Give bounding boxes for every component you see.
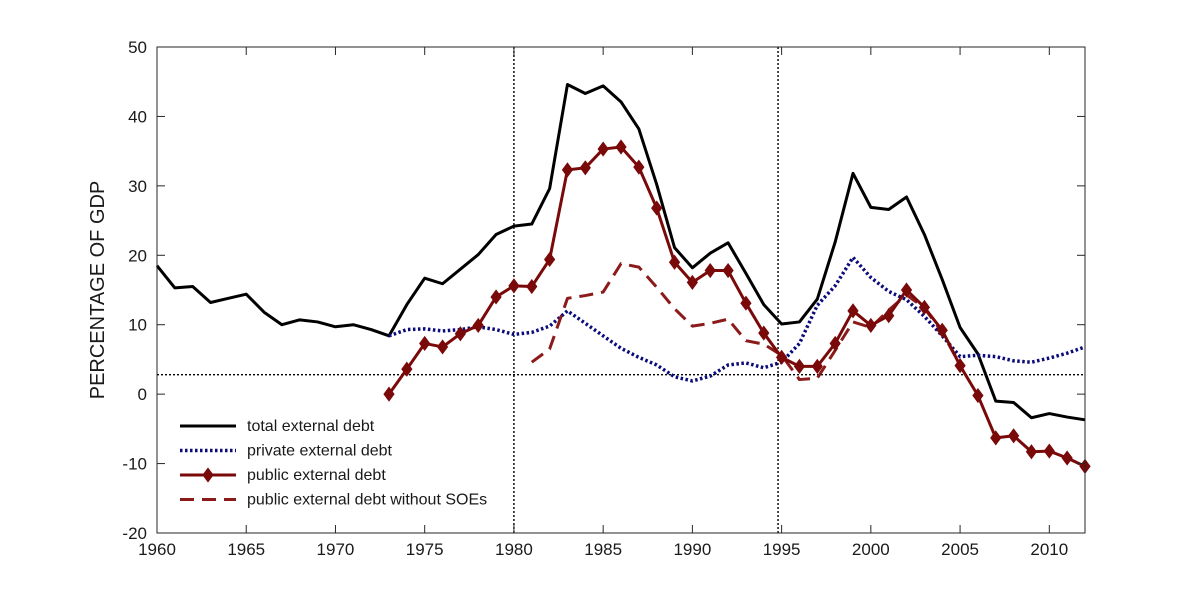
- x-tick-label: 1985: [584, 540, 622, 559]
- data-point-marker: [686, 274, 699, 290]
- data-point-marker: [436, 339, 449, 355]
- x-tick-label: 1970: [317, 540, 355, 559]
- y-tick-label: 0: [138, 385, 147, 404]
- data-point-marker: [954, 358, 966, 374]
- x-tick-label: 2000: [852, 540, 890, 559]
- data-point-marker: [1043, 443, 1055, 459]
- data-point-marker: [900, 282, 913, 298]
- legend-label: public external debt: [247, 467, 386, 484]
- data-point-marker: [401, 361, 413, 377]
- series-private-external-debt: [388, 255, 1086, 383]
- x-tick-label: 1975: [406, 540, 444, 559]
- legend-label: total external debt: [247, 418, 375, 435]
- series-line: [387, 145, 1086, 468]
- y-tick-label: 30: [128, 177, 147, 196]
- y-tick-label: -20: [122, 524, 147, 543]
- series-group: [155, 82, 1091, 474]
- data-point-marker: [811, 358, 823, 374]
- x-tick-label: 2010: [1030, 540, 1068, 559]
- data-point-marker: [829, 335, 841, 352]
- x-tick-label: 2005: [941, 540, 979, 559]
- data-point-marker: [651, 200, 663, 216]
- legend-item: total external debt: [180, 418, 375, 435]
- axis-ticks: 1960 1965 1970 1975 1980 1985 1990 1995 2000 2005…: [122, 38, 1085, 559]
- y-tick-label: 50: [128, 38, 147, 57]
- x-tick-label: 1990: [673, 540, 711, 559]
- y-tick-label: -10: [122, 455, 147, 474]
- data-point-marker: [1061, 450, 1073, 466]
- data-point-marker: [865, 317, 877, 333]
- data-point-marker: [758, 325, 770, 341]
- x-tick-label: 1980: [495, 540, 533, 559]
- data-point-marker: [543, 251, 556, 268]
- data-point-marker: [847, 303, 859, 319]
- plot-frame: [156, 46, 1086, 534]
- y-tick-label: 40: [128, 107, 147, 126]
- reference-lines: [157, 47, 1085, 533]
- y-axis-label: PERCENTAGE OF GDP: [87, 181, 109, 400]
- data-point-marker: [1025, 444, 1038, 460]
- data-point-marker: [990, 430, 1002, 446]
- data-point-marker: [472, 317, 484, 333]
- y-tick-label: 20: [128, 246, 147, 265]
- x-tick-label: 1960: [138, 540, 176, 559]
- data-point-marker: [383, 386, 395, 402]
- x-tick-label: 1965: [227, 540, 265, 559]
- data-point-marker: [740, 295, 752, 311]
- data-point-marker: [936, 322, 948, 338]
- data-point-marker: [668, 254, 681, 270]
- series-line: [155, 82, 1086, 422]
- legend-marker: [202, 467, 214, 483]
- data-point-marker: [579, 160, 591, 176]
- legend-item: public external debt: [180, 467, 386, 484]
- series-line: [530, 262, 962, 382]
- data-point-marker: [633, 159, 645, 175]
- data-point-marker: [722, 262, 734, 279]
- legend-label: public external debt without SOEs: [247, 492, 487, 509]
- data-point-marker: [454, 326, 467, 342]
- data-point-marker: [490, 289, 502, 305]
- data-point-marker: [775, 349, 788, 365]
- series-public-external-debt-without-SOEs: [530, 262, 962, 382]
- data-point-marker: [419, 335, 431, 352]
- data-point-marker: [704, 262, 716, 279]
- legend-label: private external debt: [247, 443, 393, 460]
- data-point-marker: [561, 162, 574, 178]
- data-point-marker: [793, 358, 806, 374]
- data-point-marker: [883, 308, 895, 324]
- data-point-marker: [615, 139, 627, 155]
- x-tick-label: 1995: [763, 540, 801, 559]
- series-line: [388, 255, 1086, 383]
- data-point-marker: [508, 278, 520, 294]
- series-public-external-debt: [383, 139, 1091, 474]
- data-point-marker: [972, 387, 984, 404]
- legend: total external debt private external debt…: [180, 418, 487, 509]
- data-point-marker: [597, 141, 609, 157]
- data-point-marker: [918, 299, 931, 315]
- data-point-marker: [1007, 428, 1020, 444]
- series-total-external-debt: [155, 82, 1086, 422]
- legend-item: public external debt without SOEs: [180, 492, 487, 509]
- y-tick-label: 10: [128, 316, 147, 335]
- legend-item: private external debt: [180, 443, 393, 460]
- data-point-marker: [526, 278, 538, 295]
